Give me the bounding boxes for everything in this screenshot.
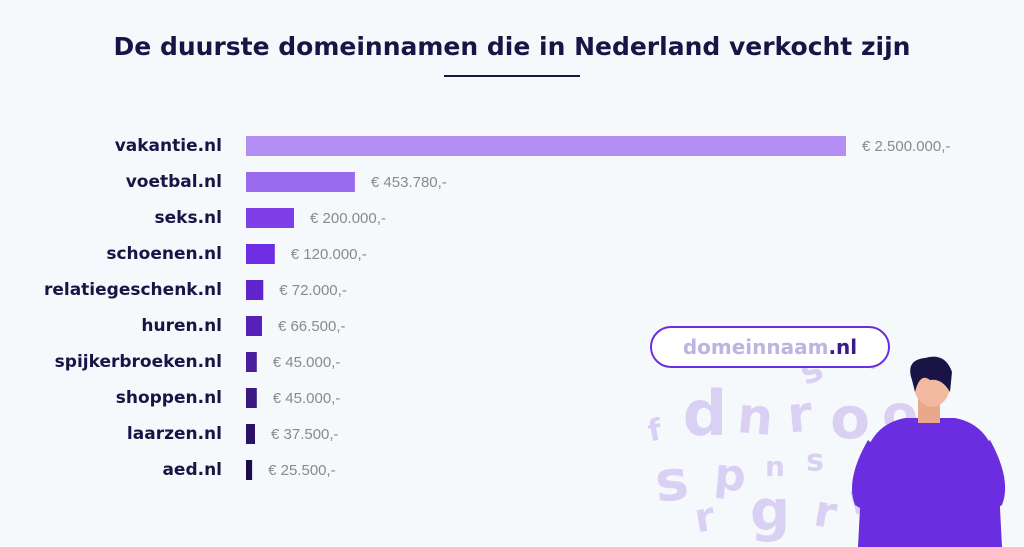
category-label: huren.nl: [141, 316, 222, 336]
decoration-letter: r: [785, 385, 815, 445]
bar: [246, 208, 294, 228]
bar: [246, 352, 257, 372]
bar: [246, 136, 846, 156]
decoration-letter: g: [750, 479, 790, 544]
value-label: € 120.000,-: [291, 246, 367, 263]
value-label: € 45.000,-: [273, 354, 341, 371]
decoration-letter: s: [806, 444, 824, 479]
category-label: aed.nl: [162, 460, 222, 480]
category-label: shoppen.nl: [116, 388, 222, 408]
bar: [246, 424, 255, 444]
value-label: € 453.780,-: [371, 174, 447, 191]
logo-tld: .nl: [828, 335, 857, 359]
value-label: € 45.000,-: [273, 390, 341, 407]
decoration-letter: n: [765, 450, 785, 483]
logo-pill: [650, 326, 890, 368]
decoration-letter: d: [683, 377, 727, 450]
bar: [246, 280, 264, 300]
category-label: voetbal.nl: [126, 172, 222, 192]
decoration-letter: o: [830, 384, 870, 452]
decoration-letter: n: [735, 386, 776, 447]
category-label: vakantie.nl: [115, 136, 222, 156]
logo-name: domeinnaam: [683, 335, 829, 359]
chart-title: De duurste domeinnamen die in Nederland …: [114, 32, 911, 61]
value-label: € 66.500,-: [278, 318, 346, 335]
value-label: € 25.500,-: [268, 462, 336, 479]
bar: [246, 388, 257, 408]
category-label: seks.nl: [155, 208, 222, 228]
logo: domeinnaam.nl: [683, 335, 857, 359]
decoration-letter: s: [652, 448, 691, 516]
person: [851, 356, 1006, 547]
bar: [246, 460, 253, 480]
category-label: schoenen.nl: [106, 244, 222, 264]
category-label: relatiegeschenk.nl: [44, 280, 222, 300]
decoration-letter: p: [712, 449, 748, 503]
bar: [246, 244, 275, 264]
value-label: € 37.500,-: [271, 426, 339, 443]
value-label: € 200.000,-: [310, 210, 386, 227]
value-label: € 2.500.000,-: [862, 138, 950, 155]
bar: [246, 172, 355, 192]
category-label: laarzen.nl: [127, 424, 222, 444]
value-label: € 72.000,-: [279, 282, 347, 299]
category-label: spijkerbroeken.nl: [55, 352, 222, 372]
bar: [246, 316, 262, 336]
